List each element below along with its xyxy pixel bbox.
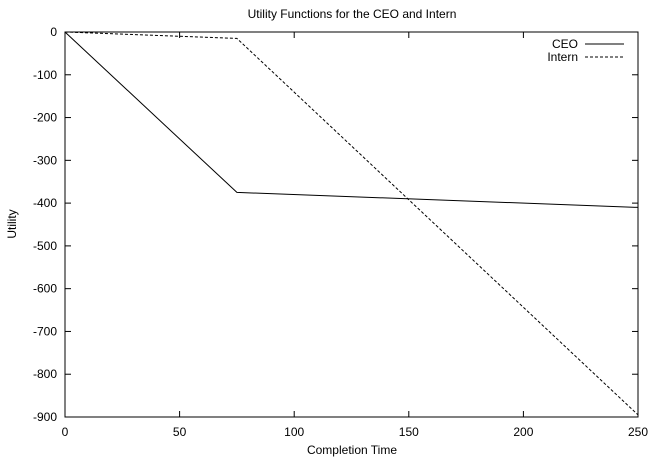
x-tick-label: 50: [173, 425, 187, 439]
y-tick-label: -400: [33, 196, 57, 210]
y-tick-label: -100: [33, 68, 57, 82]
plot-frame: [64, 31, 639, 418]
y-tick-label: -800: [33, 367, 57, 381]
series-lines: [64, 31, 639, 416]
x-tick-label: 0: [62, 425, 69, 439]
y-tick-label: -900: [33, 410, 57, 424]
y-tick-label: -600: [33, 282, 57, 296]
y-tick-label: -500: [33, 239, 57, 253]
series-line-ceo: [64, 31, 639, 208]
series-line-intern: [64, 31, 639, 416]
axis-ticks: 0 50 100 150 200 250 0 -100 -200 -300 -400 -500 -600…: [33, 25, 648, 439]
x-axis-label: Completion Time: [307, 443, 397, 457]
x-tick-label: 200: [513, 425, 533, 439]
y-tick-label: -300: [33, 153, 57, 167]
y-tick-label: 0: [50, 25, 57, 39]
chart-title: Utility Functions for the CEO and Intern: [248, 7, 457, 21]
legend-label: Intern: [547, 50, 578, 64]
x-tick-label: 150: [399, 425, 419, 439]
y-tick-label: -700: [33, 324, 57, 338]
y-tick-label: -200: [33, 111, 57, 125]
x-tick-label: 250: [628, 425, 648, 439]
y-axis-label: Utility: [5, 209, 19, 238]
legend-label: CEO: [552, 37, 578, 51]
x-tick-label: 100: [284, 425, 304, 439]
